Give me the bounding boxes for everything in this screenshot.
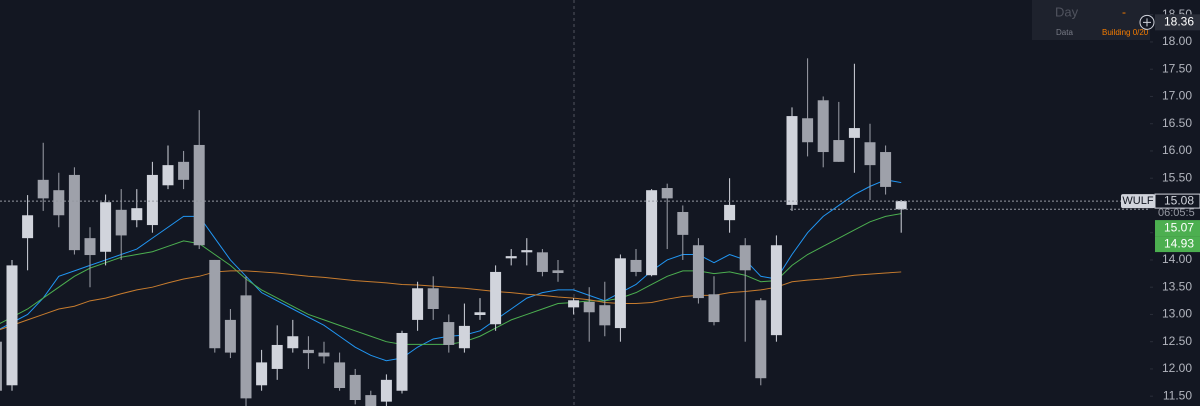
candle-body [412,288,424,320]
candle-body [848,128,860,138]
candle-body [458,325,470,349]
candle-body [583,301,595,313]
price-badge-label: 18.36 [1164,15,1194,29]
candle-body [271,344,283,369]
y-tick-label: 17.50 [1162,61,1192,75]
candle-body [427,288,439,309]
price-badge-label: 15.07 [1164,220,1194,234]
candle-body [6,265,18,386]
candle-body [146,174,158,226]
price-badge-label: 14.93 [1164,236,1194,250]
candle-body [646,190,658,276]
panel-interval: Day [1055,4,1079,19]
candle-body [614,258,626,329]
candle-body [115,209,127,236]
candle-body [505,256,517,259]
candle-body [193,144,205,246]
candle-body [692,245,704,299]
y-tick-label: 11.50 [1163,388,1192,402]
candle-body [630,259,642,272]
y-tick-label: 12.50 [1162,334,1192,348]
y-tick-label: 15.50 [1162,170,1192,184]
candle-body [786,116,798,205]
y-tick-label: 16.50 [1162,116,1192,130]
y-tick-label: 16.00 [1162,143,1192,157]
symbol-label: WULF [1122,195,1153,207]
candle-body [100,202,112,252]
candle-body [739,245,751,271]
candle-body [256,362,268,386]
panel-label: Data [1056,28,1073,37]
candle-body [895,201,907,210]
candle-body [131,208,143,221]
y-tick-label: 14.00 [1162,252,1192,266]
candle-body [880,152,892,187]
candle-body [37,179,49,199]
candle-body [708,294,720,323]
candle-body [162,165,174,186]
y-tick-label: 13.50 [1162,279,1192,293]
y-tick-label: 17.00 [1162,89,1192,103]
candle-body [209,259,221,349]
candle-body [724,204,736,221]
candle-body [474,312,486,315]
y-tick-label: 12.00 [1162,361,1192,375]
price-axis: 11.5012.0012.5013.0013.5014.0014.5015.00… [1121,7,1200,402]
candle-body [365,395,377,406]
plot [0,58,1150,406]
panel-value: - [1122,5,1126,19]
countdown: 06:05:5 [1158,207,1195,219]
price-badge [1154,193,1200,209]
candle-body [443,322,455,345]
candle-body [770,245,782,336]
candle-body [599,305,611,326]
candle-body [755,300,767,379]
candle-body [396,332,408,391]
candle-body [334,362,346,389]
candle-body [661,188,673,199]
candle-body [240,295,252,399]
candle-body [178,161,190,180]
ma-line [0,270,902,331]
y-tick-label: 18.00 [1162,34,1192,48]
panel-status: Building 0/20 [1102,28,1149,37]
candle-body [833,140,845,162]
price-badge [1155,220,1200,237]
panel-bg [1032,0,1150,40]
candle-body [0,341,2,391]
info-panel: Day - Data Building 0/20 [1032,0,1150,40]
candle-body [864,142,876,166]
price-badge-label: 15.08 [1164,193,1194,207]
candle-body [84,238,96,256]
candle-body [53,190,65,216]
candle-body [490,271,502,325]
candle-body [68,174,80,251]
candle-body [521,250,533,253]
candle-body [552,270,564,274]
candle-body [287,336,299,349]
add-icon [1143,18,1151,27]
candle-body [380,379,392,402]
candle-body [302,349,314,354]
y-tick-label: 13.00 [1162,307,1192,321]
candle-body [536,252,548,272]
candle-body [568,300,580,308]
candle-body [802,118,814,143]
candle-body [318,352,330,357]
symbol-badge [1121,194,1155,209]
candle-body [22,215,34,239]
price-badge [1155,14,1200,31]
candle-body [224,319,236,353]
candle-body [349,374,361,401]
candle-body [677,211,689,235]
price-badge [1155,236,1200,253]
candle-body [817,100,829,153]
